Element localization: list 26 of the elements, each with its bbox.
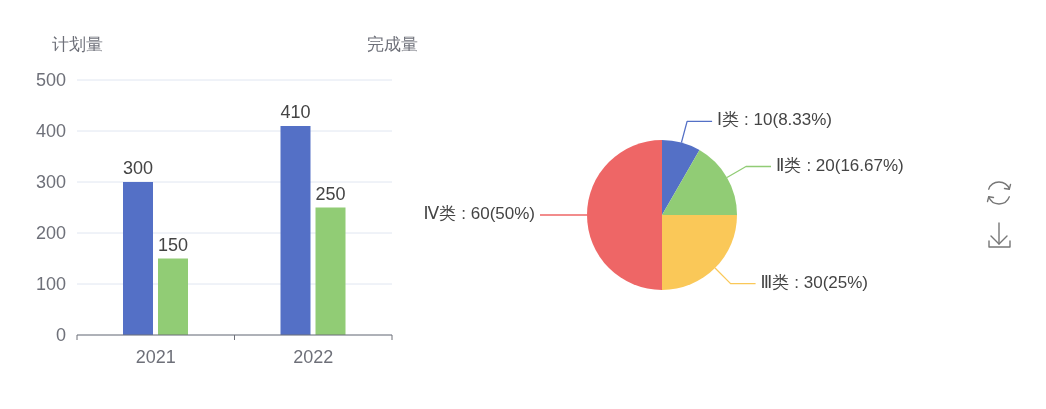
y-tick-label: 200 <box>35 223 66 244</box>
data-label: : 60(50%) <box>461 204 535 224</box>
data-label: 250 <box>315 183 346 204</box>
x-tick-label: 2021 <box>135 346 176 367</box>
y-tick-label: 300 <box>35 172 66 193</box>
y-tick-label: 0 <box>55 325 66 346</box>
data-label: 300 <box>122 158 154 178</box>
slice-label: Ⅲ类 <box>760 273 790 293</box>
y-tick-label: 100 <box>35 274 66 295</box>
data-label: : 20(16.67%) <box>806 155 904 175</box>
bar <box>280 125 311 335</box>
y-tick-label: 400 <box>35 121 66 142</box>
slice-label: Ⅱ类 <box>776 155 802 175</box>
data-label: : 30(25%) <box>794 273 869 293</box>
y-tick-label: 500 <box>35 70 66 91</box>
data-label: 410 <box>280 101 311 122</box>
slice-label: Ⅳ类 <box>423 204 457 224</box>
y-axis-title: 计划量 <box>51 35 103 55</box>
x-tick-label: 2022 <box>293 346 334 367</box>
bar <box>123 182 153 335</box>
y2-axis-title: 完成量 <box>366 35 418 55</box>
bar <box>158 258 188 335</box>
slice-label: Ⅰ类 <box>717 110 740 130</box>
bar <box>315 207 346 335</box>
data-label: : 10(8.33%) <box>744 110 833 130</box>
data-label: 150 <box>157 234 189 255</box>
